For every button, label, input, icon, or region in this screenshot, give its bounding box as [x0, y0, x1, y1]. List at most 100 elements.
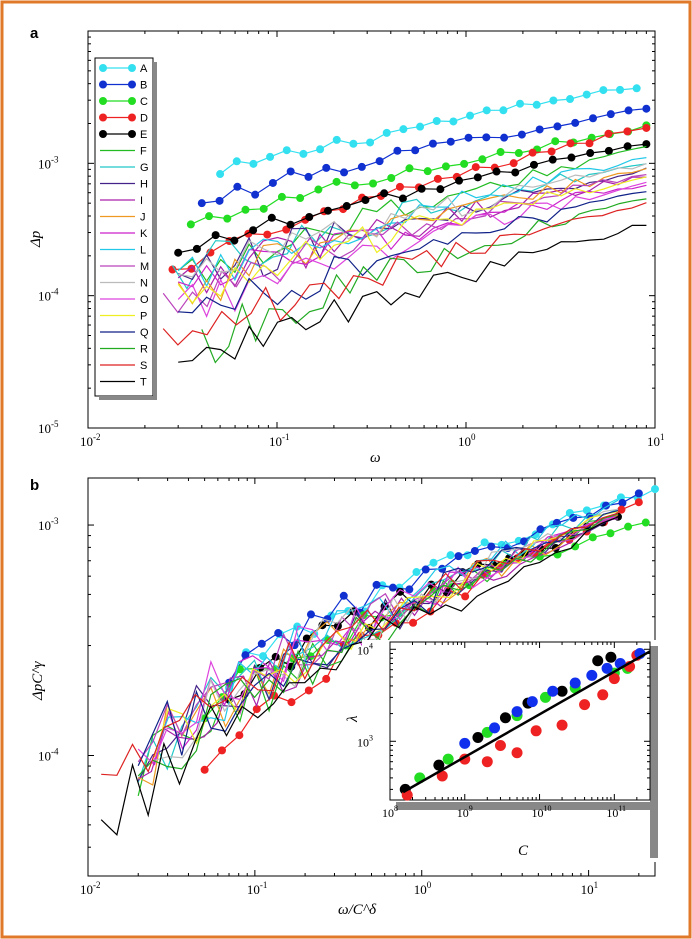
legend-label-K: K: [140, 228, 148, 240]
series-marker-E: [380, 189, 389, 198]
inset-point-black: [433, 759, 445, 771]
series-marker-B: [569, 513, 578, 522]
series-marker-E: [623, 142, 632, 151]
series-marker-E: [192, 244, 201, 253]
series-marker-C: [405, 164, 414, 173]
x-tick-label: 10-2: [80, 432, 101, 449]
series-marker-C: [460, 159, 469, 168]
y-tick-exponent: -4: [51, 746, 59, 756]
series-marker-B: [197, 199, 206, 208]
legend-label-D: D: [140, 113, 148, 125]
series-marker-D: [187, 264, 196, 273]
series-marker-B: [405, 585, 414, 594]
panel-b-letter: b: [30, 477, 39, 494]
series-marker-D: [287, 698, 296, 707]
series-marker-A: [332, 135, 341, 144]
y-tick-label: 10-3: [38, 154, 59, 171]
series-marker-D: [617, 505, 626, 514]
series-marker-B: [520, 537, 529, 546]
series-marker-B: [589, 114, 598, 123]
series-marker-D: [471, 163, 480, 172]
inset-shadow: [650, 646, 658, 858]
x-tick-exponent: -2: [93, 880, 101, 890]
series-marker-D: [409, 618, 418, 627]
legend-marker-E: [128, 130, 136, 138]
series-marker-C: [606, 529, 615, 538]
series-marker-B: [215, 196, 224, 205]
inset-point-black: [605, 651, 617, 663]
x-tick-exponent: 0: [471, 432, 476, 442]
series-marker-A: [466, 111, 475, 120]
x-tick-exponent: 8: [394, 804, 398, 813]
x-tick-exponent: 11: [618, 804, 626, 813]
series-marker-B: [438, 564, 447, 573]
series-marker-D: [566, 139, 575, 148]
y-tick-exponent: 3: [369, 733, 373, 742]
inset-point-red: [579, 699, 591, 711]
series-line-S: [162, 202, 647, 346]
x-tick-mantissa: 10: [647, 434, 660, 449]
inset-point-blue: [489, 722, 501, 734]
series-marker-B: [571, 118, 580, 127]
series-marker-E: [492, 167, 501, 176]
x-tick-label: 10-1: [247, 880, 267, 897]
series-marker-B: [535, 125, 544, 134]
y-tick-exponent: -3: [51, 516, 59, 526]
series-marker-A: [299, 149, 308, 158]
series-marker-A: [432, 116, 441, 125]
legend-label-J: J: [140, 212, 146, 224]
series-marker-B: [339, 591, 348, 600]
y-tick-mantissa: 10: [38, 289, 51, 304]
y-tick-exponent: -4: [51, 287, 59, 297]
series-marker-C: [223, 214, 232, 223]
series-marker-D: [642, 123, 651, 132]
series-marker-C: [588, 533, 597, 542]
inset-point-blue: [547, 685, 559, 697]
series-marker-A: [651, 485, 659, 494]
series-marker-C: [259, 204, 268, 213]
y-tick-mantissa: 10: [357, 643, 369, 657]
legend-label-L: L: [140, 245, 146, 257]
y-tick-label: 10-4: [38, 746, 59, 763]
series-line-N: [154, 508, 619, 761]
x-tick-exponent: 9: [469, 804, 473, 813]
series-marker-B: [618, 498, 627, 507]
series-marker-B: [428, 139, 437, 148]
legend-label-F: F: [140, 146, 147, 158]
x-tick-mantissa: 10: [414, 882, 427, 897]
series-marker-D: [263, 230, 272, 239]
inset-y-axis-label: λ: [345, 715, 361, 723]
series-marker-D: [623, 127, 632, 136]
inset-fit-line: [402, 650, 651, 794]
inset-point-green: [442, 753, 454, 765]
series-line-O: [177, 181, 647, 318]
x-tick-mantissa: 10: [532, 806, 544, 820]
series-marker-C: [387, 174, 396, 183]
series-marker-A: [582, 90, 591, 99]
series-marker-A: [531, 530, 540, 539]
x-tick-mantissa: 10: [458, 434, 471, 449]
series-marker-C: [205, 212, 214, 221]
series-marker-D: [304, 686, 313, 695]
series-marker-B: [446, 137, 455, 146]
series-marker-B: [606, 110, 615, 119]
series-marker-B: [233, 182, 242, 191]
y-tick-label: 10-3: [38, 516, 59, 533]
legend-marker-A: [99, 64, 107, 72]
series-marker-B: [642, 104, 651, 113]
series-marker-E: [511, 168, 520, 177]
series-marker-D: [235, 731, 244, 740]
series-marker-A: [582, 506, 591, 515]
legend-marker-D: [99, 113, 107, 122]
series-marker-B: [487, 542, 496, 551]
series-line-R: [137, 513, 619, 777]
inset-point-red: [556, 719, 568, 731]
series-marker-E: [342, 202, 351, 211]
series-marker-A: [480, 538, 489, 547]
series-line-P: [153, 511, 619, 758]
series-marker-C: [314, 185, 323, 194]
x-tick-exponent: -1: [260, 880, 268, 890]
series-marker-A: [416, 122, 425, 131]
